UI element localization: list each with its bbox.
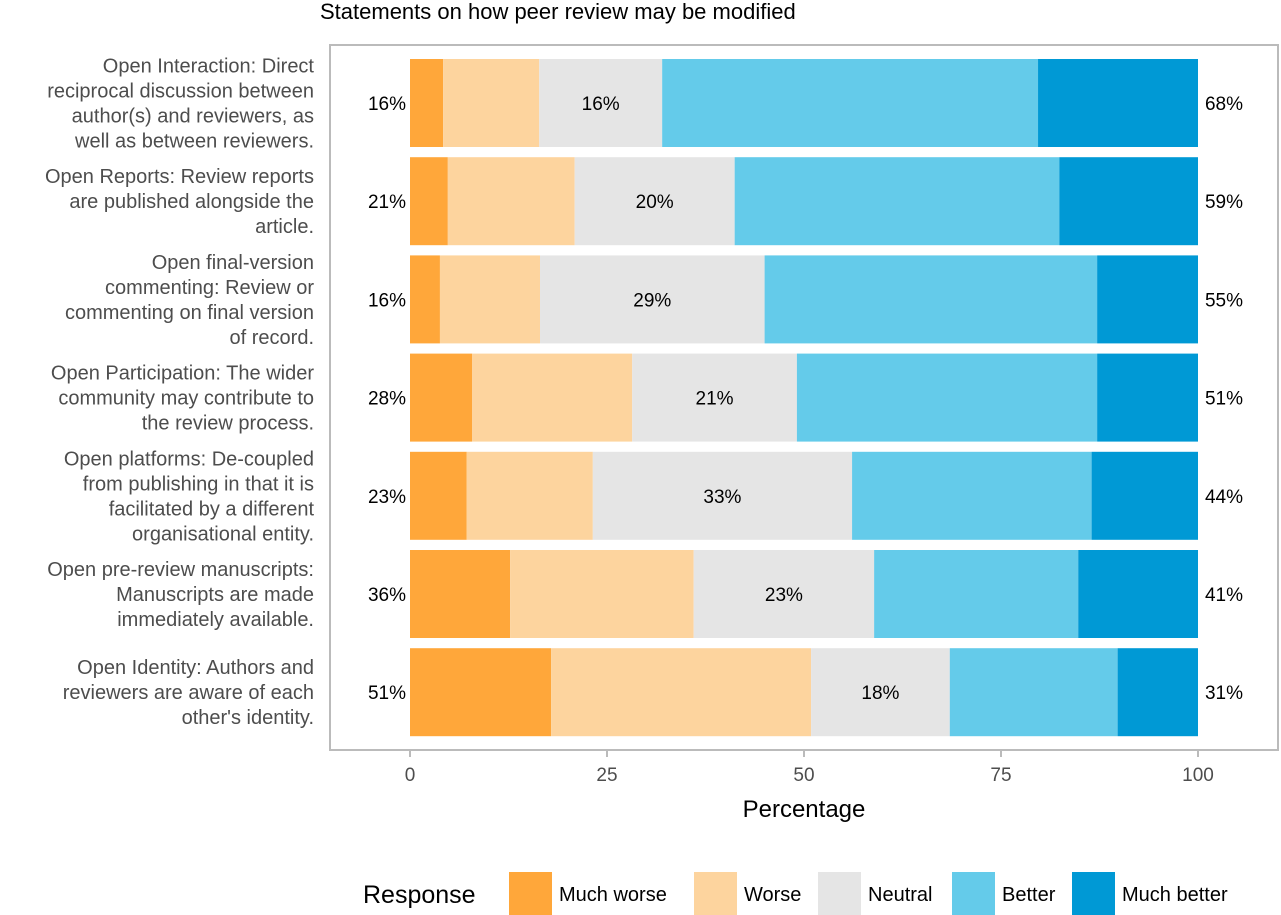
category-label-line: Open final-version: [152, 252, 314, 274]
category-label-line: organisational entity.: [132, 523, 314, 545]
category-label-line: Open Identity: Authors and: [77, 657, 314, 679]
category-label-line: community may contribute to: [58, 388, 314, 410]
x-tick-label: 75: [990, 765, 1011, 786]
bar-segment-neutral: [574, 157, 735, 246]
neutral-percent-label: 29%: [633, 290, 671, 311]
negative-percent-label: 36%: [368, 585, 406, 606]
positive-percent-label: 31%: [1205, 683, 1243, 704]
x-tick-label: 50: [793, 765, 814, 786]
bar-segment-much-better: [1059, 157, 1198, 246]
bar-segment-much-worse: [410, 353, 473, 442]
category-label-line: the review process.: [142, 413, 314, 435]
bar-segment-worse: [466, 451, 593, 540]
bar-segment-better: [949, 648, 1118, 737]
legend-label: Worse: [744, 884, 801, 906]
bar-segment-worse: [472, 353, 633, 442]
category-label-line: Open Reports: Review reports: [45, 166, 314, 188]
bar-segment-neutral: [811, 648, 950, 737]
category-label-line: author(s) and reviewers, as: [72, 106, 314, 128]
positive-percent-label: 55%: [1205, 290, 1243, 311]
x-tick-label: 25: [596, 765, 617, 786]
bar-segment-much-worse: [410, 59, 444, 147]
category-label-line: other's identity.: [182, 707, 314, 729]
bar-segment-much-worse: [410, 255, 440, 344]
bar-segment-neutral: [632, 353, 797, 442]
bar-segment-much-better: [1091, 451, 1198, 540]
category-label-line: immediately available.: [117, 609, 314, 631]
neutral-percent-label: 21%: [696, 389, 734, 410]
negative-percent-label: 28%: [368, 389, 406, 410]
positive-percent-label: 51%: [1205, 389, 1243, 410]
positive-percent-label: 44%: [1205, 487, 1243, 508]
neutral-percent-label: 23%: [765, 585, 803, 606]
category-label-line: well as between reviewers.: [74, 131, 314, 153]
neutral-percent-label: 16%: [582, 94, 620, 115]
category-label-line: are published alongside the: [69, 191, 314, 213]
bar-segment-better: [734, 157, 1060, 246]
bar-segment-much-worse: [410, 157, 448, 246]
x-axis-label: Percentage: [743, 796, 866, 823]
neutral-percent-label: 33%: [703, 487, 741, 508]
positive-percent-label: 41%: [1205, 585, 1243, 606]
legend-label: Neutral: [868, 884, 932, 906]
category-label-line: Open Participation: The wider: [51, 363, 314, 385]
bar-segment-much-better: [1097, 255, 1198, 344]
category-label-line: facilitated by a different: [109, 498, 315, 520]
bar-segment-worse: [551, 648, 812, 737]
category-label-line: reciprocal discussion between: [47, 81, 314, 103]
category-label-line: of record.: [230, 327, 314, 349]
bar-segment-worse: [439, 255, 541, 344]
bar-segment-neutral: [539, 59, 663, 147]
legend-swatch: [1072, 872, 1115, 915]
bar-segment-worse: [447, 157, 575, 246]
bar-segment-much-better: [1097, 353, 1198, 442]
legend-swatch: [509, 872, 552, 915]
category-label-line: reviewers are aware of each: [63, 682, 314, 704]
category-label-line: Open pre-review manuscripts:: [47, 559, 314, 581]
bar-segment-better: [796, 353, 1098, 442]
bar-segment-neutral: [540, 255, 765, 344]
bar-segment-neutral: [592, 451, 853, 540]
positive-percent-label: 59%: [1205, 192, 1243, 213]
legend-swatch: [694, 872, 737, 915]
bar-segment-neutral: [693, 550, 875, 638]
bar-segment-better: [874, 550, 1079, 638]
bar-segment-much-better: [1078, 550, 1198, 638]
negative-percent-label: 16%: [368, 290, 406, 311]
negative-percent-label: 23%: [368, 487, 406, 508]
negative-percent-label: 16%: [368, 94, 406, 115]
neutral-percent-label: 20%: [636, 192, 674, 213]
category-label-line: Open platforms: De-coupled: [64, 448, 314, 470]
bar-segment-much-better: [1117, 648, 1198, 737]
bar-segment-much-better: [1038, 59, 1198, 147]
bar-segment-better: [764, 255, 1098, 344]
category-label-line: commenting on final version: [65, 302, 314, 324]
neutral-percent-label: 18%: [861, 683, 899, 704]
chart-title: Statements on how peer review may be mod…: [320, 0, 796, 24]
legend-swatch: [818, 872, 861, 915]
bar-segment-worse: [443, 59, 540, 147]
category-label-line: Open Interaction: Direct: [103, 56, 315, 78]
negative-percent-label: 21%: [368, 192, 406, 213]
bar-segment-much-worse: [410, 550, 511, 638]
positive-percent-label: 68%: [1205, 94, 1243, 115]
x-tick-label: 0: [405, 765, 416, 786]
bar-segment-much-worse: [410, 648, 552, 737]
bar-segment-much-worse: [410, 451, 467, 540]
bar-segment-better: [852, 451, 1092, 540]
negative-percent-label: 51%: [368, 683, 406, 704]
legend-label: Better: [1002, 884, 1056, 906]
category-label-line: from publishing in that it is: [83, 473, 314, 495]
category-label-line: Manuscripts are made: [116, 584, 314, 606]
legend-label: Much worse: [559, 884, 667, 906]
legend-swatch: [952, 872, 995, 915]
bar-segment-better: [662, 59, 1039, 147]
category-label-line: article.: [255, 216, 314, 238]
category-label-line: commenting: Review or: [105, 277, 314, 299]
legend-label: Much better: [1122, 884, 1228, 906]
legend-title: Response: [363, 881, 476, 909]
x-tick-label: 100: [1182, 765, 1214, 786]
bar-segment-worse: [510, 550, 694, 638]
